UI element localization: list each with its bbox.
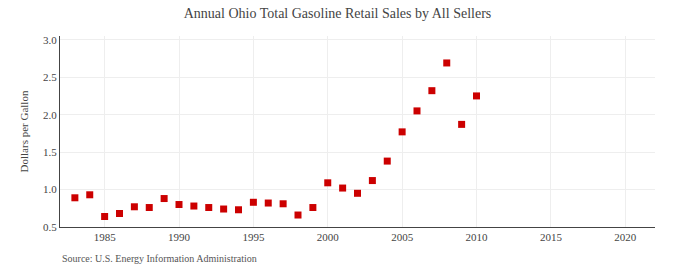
- svg-text:1990: 1990: [168, 231, 191, 243]
- svg-text:1985: 1985: [94, 231, 117, 243]
- svg-text:Source: U.S. Energy Informatio: Source: U.S. Energy Information Administ…: [62, 253, 257, 264]
- svg-text:Dollars per Gallon: Dollars per Gallon: [18, 90, 30, 172]
- svg-text:3.0: 3.0: [43, 34, 57, 46]
- svg-text:2015: 2015: [540, 231, 563, 243]
- svg-text:0.5: 0.5: [43, 221, 57, 233]
- svg-text:1.0: 1.0: [43, 183, 57, 195]
- svg-text:2.0: 2.0: [43, 109, 57, 121]
- svg-text:1995: 1995: [242, 231, 265, 243]
- svg-text:Annual Ohio Total Gasoline Ret: Annual Ohio Total Gasoline Retail Sales …: [184, 6, 492, 21]
- svg-text:2020: 2020: [614, 231, 637, 243]
- svg-text:2010: 2010: [466, 231, 489, 243]
- svg-text:2.5: 2.5: [43, 71, 57, 83]
- svg-text:1.5: 1.5: [43, 146, 57, 158]
- svg-text:2005: 2005: [391, 231, 414, 243]
- svg-text:2000: 2000: [317, 231, 340, 243]
